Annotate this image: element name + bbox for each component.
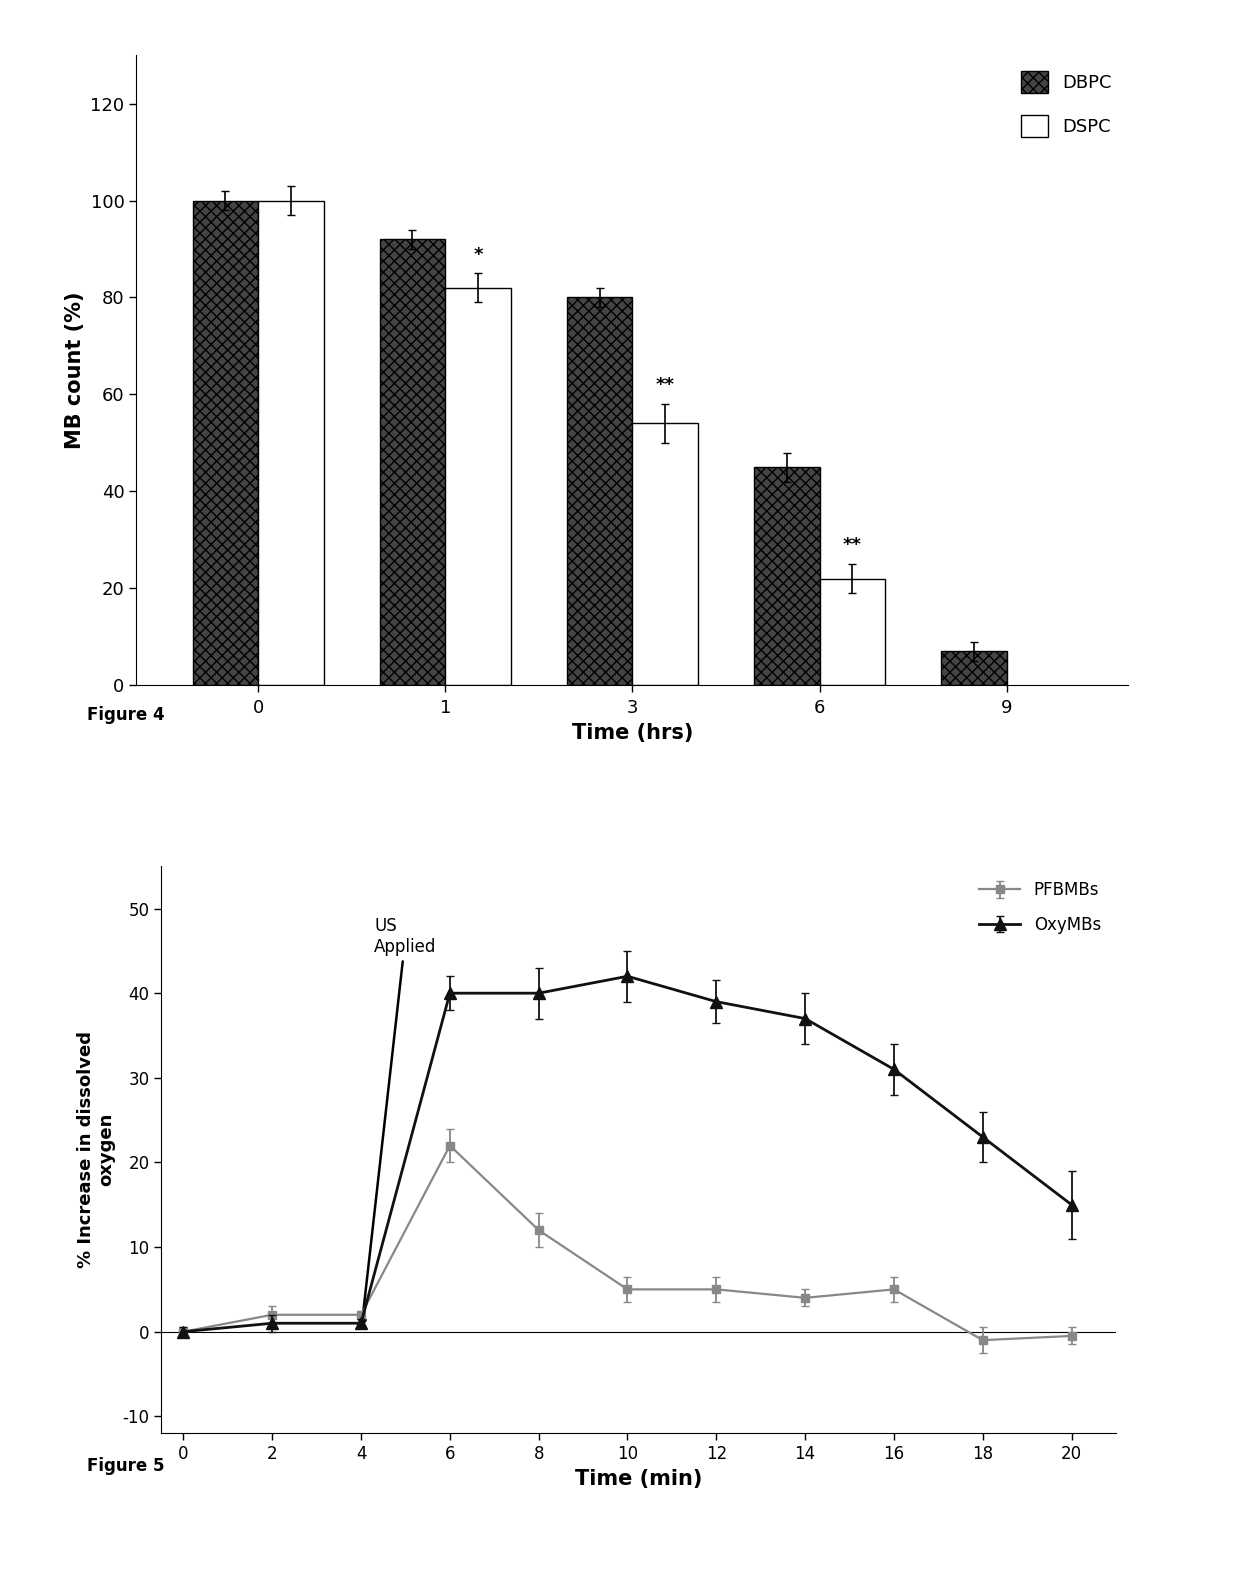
Text: Figure 5: Figure 5	[87, 1457, 164, 1474]
Bar	[379, 239, 445, 685]
Y-axis label: MB count (%): MB count (%)	[64, 291, 84, 449]
Text: *: *	[474, 246, 482, 263]
Bar	[258, 200, 324, 685]
Text: **: **	[656, 376, 675, 394]
Bar	[820, 578, 885, 685]
Bar	[754, 468, 820, 685]
Text: **: **	[843, 536, 862, 554]
Legend: DBPC, DSPC: DBPC, DSPC	[1014, 65, 1120, 145]
X-axis label: Time (hrs): Time (hrs)	[572, 723, 693, 742]
Bar	[632, 424, 698, 685]
Y-axis label: % Increase in dissolved
oxygen: % Increase in dissolved oxygen	[77, 1032, 115, 1268]
Text: Figure 4: Figure 4	[87, 706, 165, 723]
Bar	[192, 200, 258, 685]
Text: US
Applied: US Applied	[360, 917, 436, 1326]
Bar	[567, 298, 632, 685]
Legend: PFBMBs, OxyMBs: PFBMBs, OxyMBs	[972, 874, 1107, 940]
Bar	[941, 650, 1007, 685]
X-axis label: Time (min): Time (min)	[575, 1468, 702, 1488]
Bar	[445, 288, 511, 685]
